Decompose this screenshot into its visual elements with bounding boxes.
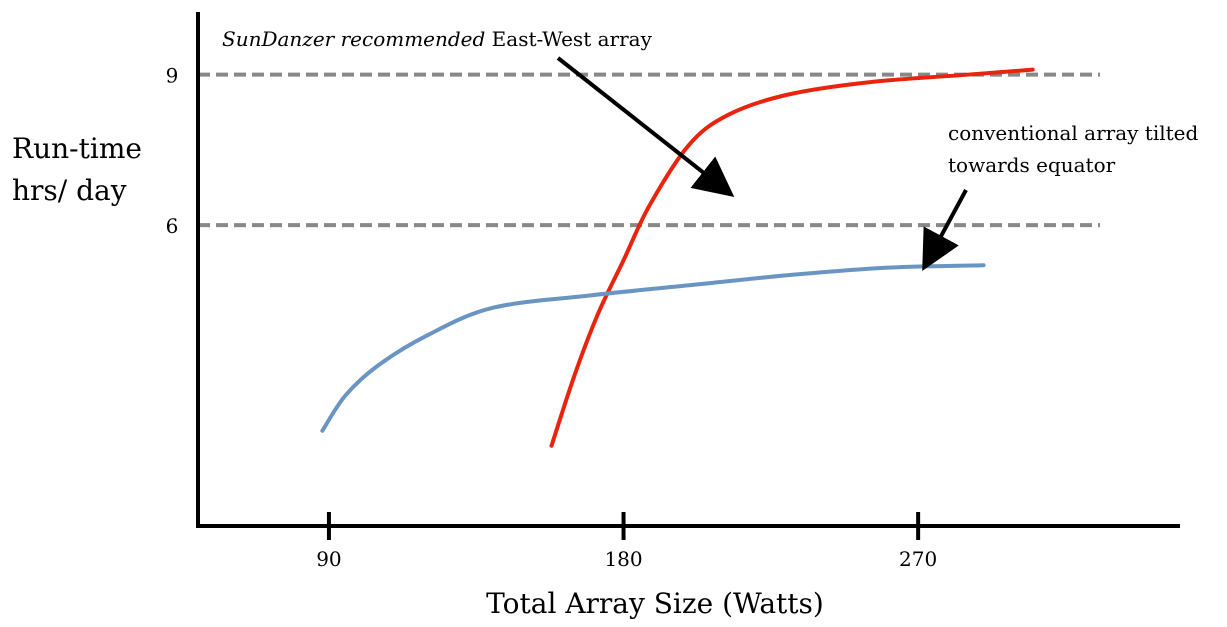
series-line-conventional: [320, 263, 986, 433]
y-axis-label-line-2: hrs/ day: [12, 174, 127, 207]
x-tick-label-180: 180: [604, 547, 642, 571]
x-axis-label: Total Array Size (Watts): [486, 587, 824, 620]
annotation-arrow-conventional: [922, 189, 968, 272]
series-line-east-west: [549, 67, 1035, 448]
annotation-east-west-italic: SunDanzer recommended: [222, 27, 485, 51]
y-axis-label-line-1: Run-time: [12, 132, 142, 165]
annotation-east-west: SunDanzer recommended East-West array: [222, 27, 653, 51]
y-tick-label-6: 6: [166, 214, 179, 238]
x-tick-label-90: 90: [316, 547, 341, 571]
annotation-arrow-east-west: [556, 56, 735, 197]
y-tick-label-9: 9: [166, 64, 179, 88]
annotation-conventional-line-1: conventional array tilted: [948, 121, 1199, 145]
plot-layer: 90 180 270 6 9: [166, 12, 1180, 571]
x-tick-label-270: 270: [899, 547, 937, 571]
annotation-east-west-normal: East-West array: [485, 27, 652, 51]
annotation-conventional-line-2: towards equator: [948, 153, 1116, 177]
